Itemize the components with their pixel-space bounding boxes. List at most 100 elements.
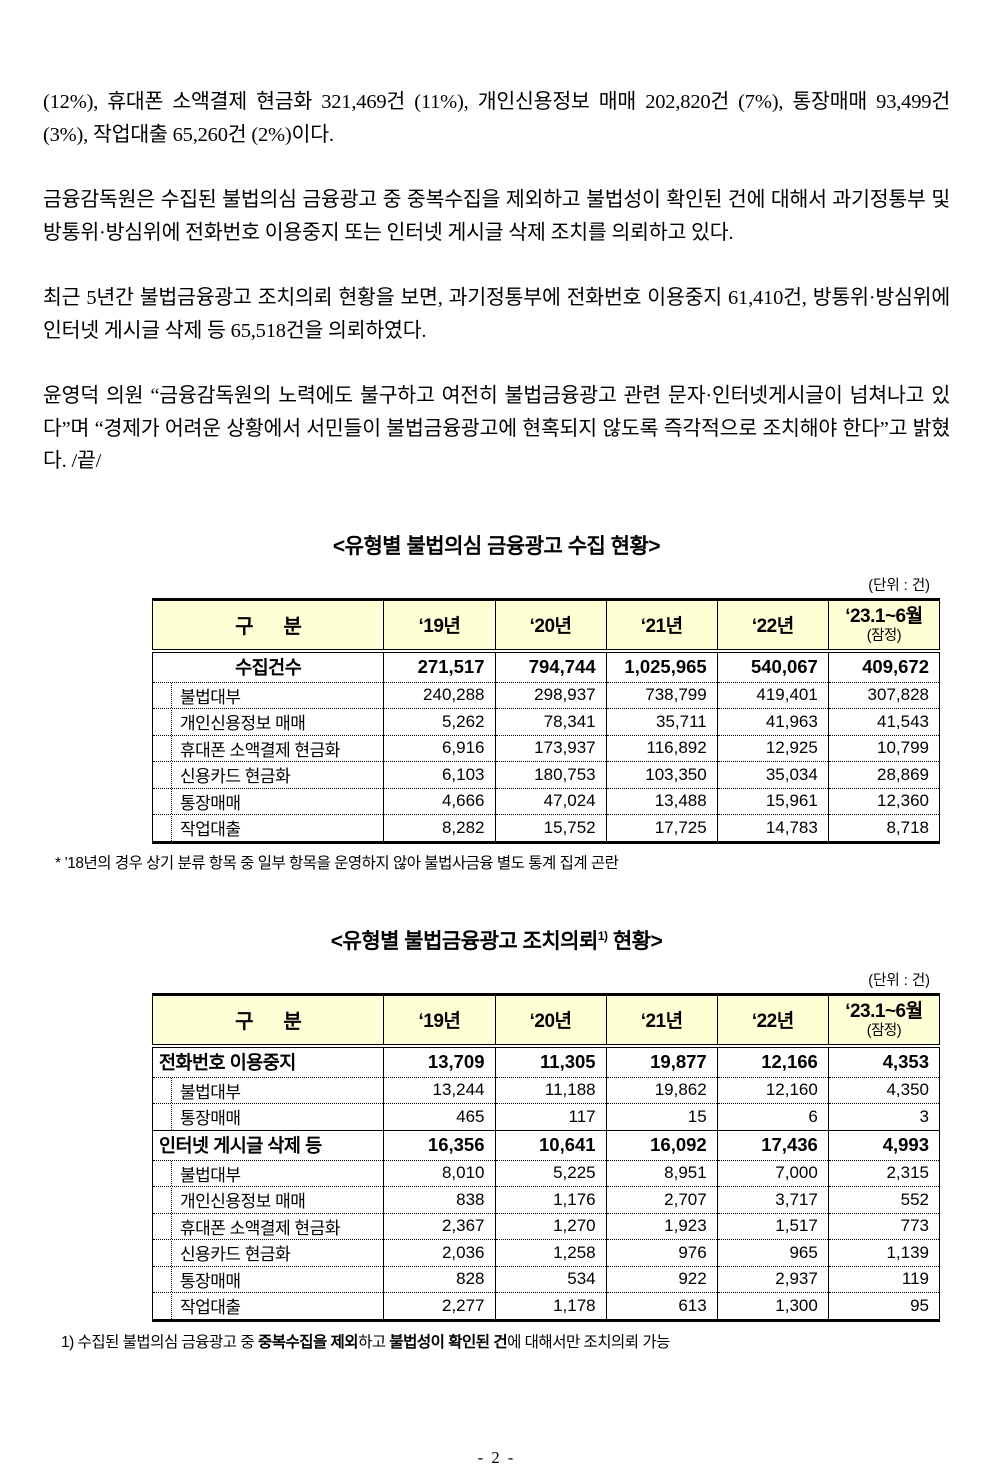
row-label: 통장매매 bbox=[151, 1265, 385, 1293]
cell-value: 116,892 bbox=[605, 734, 718, 762]
column-header-year: ‘19년 bbox=[383, 599, 496, 653]
table-row: 불법대부 13,244 11,188 19,862 12,160 4,350 bbox=[151, 1076, 941, 1104]
cell-value: 1,178 bbox=[494, 1292, 607, 1320]
body-paragraph: (12%), 휴대폰 소액결제 현금화 321,469건 (11%), 개인신용… bbox=[43, 91, 950, 146]
cell-value: 1,270 bbox=[494, 1212, 607, 1240]
cell-value: 298,937 bbox=[494, 681, 607, 709]
cell-value: 2,315 bbox=[827, 1159, 941, 1187]
cell-value: 838 bbox=[383, 1186, 496, 1213]
table-row: 개인신용정보 매매 5,262 78,341 35,711 41,963 41,… bbox=[151, 708, 941, 735]
cell-value: 13,488 bbox=[605, 787, 718, 815]
cell-value: 5,225 bbox=[494, 1159, 607, 1187]
column-header-year: ‘22년 bbox=[716, 599, 829, 653]
cell-value: 15,961 bbox=[716, 787, 829, 815]
column-header-year: ‘19년 bbox=[383, 994, 496, 1048]
cell-value: 117 bbox=[494, 1103, 607, 1130]
cell-value: 271,517 bbox=[383, 650, 496, 682]
row-label: 인터넷 게시글 삭제 등 bbox=[151, 1129, 385, 1160]
table-header-row: 구 분 ‘19년 ‘20년 ‘21년 ‘22년 ‘23.1~6월 (잠정) bbox=[151, 599, 941, 653]
cell-value: 35,711 bbox=[605, 708, 718, 735]
table-row: 통장매매 465 117 15 6 3 bbox=[151, 1103, 941, 1130]
cell-value: 11,188 bbox=[494, 1076, 607, 1104]
table-row: 불법대부 8,010 5,225 8,951 7,000 2,315 bbox=[151, 1159, 941, 1187]
cell-value: 534 bbox=[494, 1265, 607, 1293]
cell-value: 307,828 bbox=[827, 681, 941, 709]
collection-table-title: <유형별 불법의심 금융광고 수집 현황> bbox=[332, 534, 661, 558]
cell-value: 28,869 bbox=[827, 761, 941, 788]
unit-label: (단위 : 건) bbox=[868, 577, 930, 594]
table-row-total: 수집건수 271,517 794,744 1,025,965 540,067 4… bbox=[151, 650, 941, 682]
cell-value: 35,034 bbox=[716, 761, 829, 788]
row-label: 개인신용정보 매매 bbox=[151, 1186, 385, 1213]
table-row: 휴대폰 소액결제 현금화 2,367 1,270 1,923 1,517 773 bbox=[151, 1212, 941, 1240]
row-label: 통장매매 bbox=[151, 1103, 385, 1130]
cell-value: 11,305 bbox=[494, 1045, 607, 1077]
body-paragraph: 금융감독원은 수집된 불법의심 금융광고 중 중복수집을 제외하고 불법성이 확… bbox=[43, 189, 950, 244]
table-row: 작업대출 2,277 1,178 613 1,300 95 bbox=[151, 1292, 941, 1320]
action-table-title: <유형별 불법금융광고 조치의뢰1) 현황> bbox=[43, 925, 950, 955]
cell-value: 15,752 bbox=[494, 814, 607, 842]
column-header-period: ‘23.1~6월 (잠정) bbox=[827, 599, 941, 653]
cell-value: 419,401 bbox=[716, 681, 829, 709]
row-label: 통장매매 bbox=[151, 787, 385, 815]
row-label: 작업대출 bbox=[151, 1292, 385, 1320]
cell-value: 6,916 bbox=[383, 734, 496, 762]
body-paragraph: 윤영덕 의원 “금융감독원의 노력에도 불구하고 여전히 불법금융광고 관련 문… bbox=[43, 385, 950, 472]
cell-value: 465 bbox=[383, 1103, 496, 1130]
cell-value: 6 bbox=[716, 1103, 829, 1130]
cell-value: 13,709 bbox=[383, 1045, 496, 1077]
column-header-year: ‘22년 bbox=[716, 994, 829, 1048]
column-header-year: ‘20년 bbox=[494, 994, 607, 1048]
cell-value: 19,862 bbox=[605, 1076, 718, 1104]
cell-value: 7,000 bbox=[716, 1159, 829, 1187]
cell-value: 3 bbox=[827, 1103, 941, 1130]
cell-value: 3,717 bbox=[716, 1186, 829, 1213]
period-label: ‘23.1~6월 bbox=[845, 605, 923, 627]
cell-value: 1,300 bbox=[716, 1292, 829, 1320]
cell-value: 4,666 bbox=[383, 787, 496, 815]
row-label: 휴대폰 소액결제 현금화 bbox=[151, 1212, 385, 1240]
cell-value: 8,718 bbox=[827, 814, 941, 842]
table-row-group: 인터넷 게시글 삭제 등 16,356 10,641 16,092 17,436… bbox=[151, 1129, 941, 1160]
column-header-gubun: 구 분 bbox=[151, 599, 385, 653]
cell-value: 240,288 bbox=[383, 681, 496, 709]
cell-value: 1,139 bbox=[827, 1239, 941, 1266]
collection-table-footnote: * ’18년의 경우 상기 분류 항목 중 일부 항목을 운영하지 않아 불법사… bbox=[55, 854, 619, 872]
action-table-block: (단위 : 건) 구 분 ‘19년 ‘20년 ‘21년 ‘22년 ‘23.1~6… bbox=[151, 969, 941, 1322]
row-label: 불법대부 bbox=[151, 1076, 385, 1104]
column-header-period: ‘23.1~6월 (잠정) bbox=[827, 994, 941, 1048]
page-number: - 2 - bbox=[477, 1447, 516, 1467]
table-row: 작업대출 8,282 15,752 17,725 14,783 8,718 bbox=[151, 814, 941, 842]
column-header-year: ‘21년 bbox=[605, 994, 718, 1048]
cell-value: 1,258 bbox=[494, 1239, 607, 1266]
row-label: 휴대폰 소액결제 현금화 bbox=[151, 734, 385, 762]
cell-value: 12,360 bbox=[827, 787, 941, 815]
row-label: 신용카드 현금화 bbox=[151, 761, 385, 788]
table-row: 통장매매 828 534 922 2,937 119 bbox=[151, 1265, 941, 1293]
collection-table-block: (단위 : 건) 구 분 ‘19년 ‘20년 ‘21년 ‘22년 ‘23.1~6… bbox=[151, 574, 941, 844]
footnote-ref: 1) bbox=[597, 928, 608, 943]
cell-value: 552 bbox=[827, 1186, 941, 1213]
column-header-year: ‘21년 bbox=[605, 599, 718, 653]
cell-value: 2,937 bbox=[716, 1265, 829, 1293]
cell-value: 4,350 bbox=[827, 1076, 941, 1104]
row-label: 불법대부 bbox=[151, 681, 385, 709]
cell-value: 4,353 bbox=[827, 1045, 941, 1077]
cell-value: 78,341 bbox=[494, 708, 607, 735]
cell-value: 2,707 bbox=[605, 1186, 718, 1213]
cell-value: 180,753 bbox=[494, 761, 607, 788]
table-row: 개인신용정보 매매 838 1,176 2,707 3,717 552 bbox=[151, 1186, 941, 1213]
cell-value: 95 bbox=[827, 1292, 941, 1320]
table-row: 통장매매 4,666 47,024 13,488 15,961 12,360 bbox=[151, 787, 941, 815]
column-header-year: ‘20년 bbox=[494, 599, 607, 653]
cell-value: 8,951 bbox=[605, 1159, 718, 1187]
row-label: 전화번호 이용중지 bbox=[151, 1045, 385, 1077]
cell-value: 12,166 bbox=[716, 1045, 829, 1077]
cell-value: 5,262 bbox=[383, 708, 496, 735]
action-table-title-text: <유형별 불법금융광고 조치의뢰 bbox=[330, 929, 599, 953]
row-label: 신용카드 현금화 bbox=[151, 1239, 385, 1266]
period-sublabel: (잠정) bbox=[866, 1022, 902, 1039]
cell-value: 6,103 bbox=[383, 761, 496, 788]
row-label: 수집건수 bbox=[151, 650, 385, 682]
